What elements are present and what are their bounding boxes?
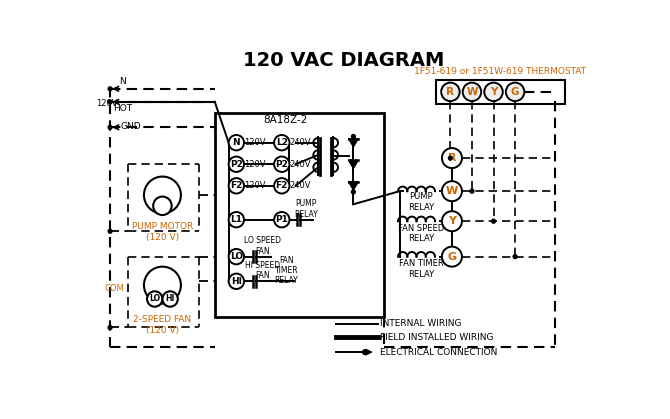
- Text: 120V: 120V: [244, 138, 265, 147]
- Text: 8A18Z-2: 8A18Z-2: [264, 114, 308, 124]
- Text: 2-SPEED FAN
(120 V): 2-SPEED FAN (120 V): [133, 316, 192, 335]
- Text: FIELD INSTALLED WIRING: FIELD INSTALLED WIRING: [381, 333, 494, 342]
- Circle shape: [506, 83, 525, 101]
- Circle shape: [352, 134, 355, 138]
- Circle shape: [441, 83, 460, 101]
- Circle shape: [274, 178, 289, 194]
- Text: G: G: [511, 87, 519, 97]
- Circle shape: [463, 83, 481, 101]
- Circle shape: [442, 148, 462, 168]
- Circle shape: [274, 157, 289, 172]
- Text: PUMP MOTOR
(120 V): PUMP MOTOR (120 V): [132, 222, 193, 242]
- Circle shape: [228, 178, 244, 194]
- Text: HOT: HOT: [113, 104, 132, 113]
- Text: LO SPEED
FAN: LO SPEED FAN: [244, 236, 281, 256]
- Polygon shape: [349, 160, 358, 168]
- Text: LO: LO: [149, 295, 160, 303]
- Text: P1: P1: [275, 215, 288, 224]
- Text: F2: F2: [275, 181, 288, 190]
- Circle shape: [228, 249, 244, 264]
- Polygon shape: [349, 139, 358, 147]
- Circle shape: [108, 229, 112, 233]
- Text: W: W: [466, 87, 478, 97]
- Text: 120V: 120V: [244, 160, 265, 169]
- Text: 120V: 120V: [244, 181, 265, 190]
- Text: LO: LO: [230, 252, 243, 261]
- Text: ELECTRICAL CONNECTION: ELECTRICAL CONNECTION: [381, 348, 498, 357]
- Text: 240V: 240V: [289, 181, 311, 190]
- Circle shape: [492, 219, 495, 223]
- Text: 240V: 240V: [289, 160, 311, 169]
- Text: HI SPEED
FAN: HI SPEED FAN: [245, 261, 280, 280]
- Bar: [436, 80, 565, 104]
- Text: W: W: [446, 186, 458, 196]
- Circle shape: [442, 181, 462, 201]
- Text: R: R: [448, 153, 456, 163]
- Circle shape: [228, 157, 244, 172]
- Circle shape: [352, 190, 355, 194]
- Text: HI: HI: [165, 295, 175, 303]
- Circle shape: [274, 212, 289, 228]
- Circle shape: [228, 135, 244, 150]
- Circle shape: [228, 274, 244, 289]
- Circle shape: [470, 189, 474, 193]
- Text: 120 VAC DIAGRAM: 120 VAC DIAGRAM: [243, 51, 444, 70]
- Circle shape: [153, 197, 172, 215]
- Circle shape: [484, 83, 502, 101]
- Text: PUMP
RELAY: PUMP RELAY: [408, 192, 434, 212]
- Text: N: N: [119, 78, 126, 86]
- Circle shape: [448, 156, 452, 160]
- Text: GND: GND: [121, 122, 141, 131]
- Circle shape: [228, 212, 244, 228]
- Circle shape: [162, 291, 178, 307]
- Text: Y: Y: [490, 87, 497, 97]
- Text: L1: L1: [230, 215, 243, 224]
- Polygon shape: [349, 182, 358, 190]
- Text: 240V: 240V: [289, 138, 311, 147]
- Text: R: R: [446, 87, 454, 97]
- Text: FAN
TIMER
RELAY: FAN TIMER RELAY: [275, 256, 298, 285]
- Text: 120V: 120V: [96, 99, 118, 108]
- Circle shape: [362, 350, 367, 354]
- Text: COM: COM: [104, 285, 124, 293]
- Circle shape: [442, 211, 462, 231]
- Text: G: G: [448, 252, 456, 261]
- Text: P2: P2: [230, 160, 243, 169]
- Text: INTERNAL WIRING: INTERNAL WIRING: [381, 319, 462, 328]
- Circle shape: [442, 247, 462, 266]
- Text: PUMP
RELAY: PUMP RELAY: [295, 199, 318, 219]
- Text: Y: Y: [448, 216, 456, 226]
- Circle shape: [144, 266, 181, 304]
- Text: L2: L2: [276, 138, 288, 147]
- Text: 1F51-619 or 1F51W-619 THERMOSTAT: 1F51-619 or 1F51W-619 THERMOSTAT: [415, 67, 586, 76]
- Circle shape: [274, 135, 289, 150]
- Circle shape: [108, 87, 112, 91]
- Circle shape: [108, 326, 112, 329]
- Text: HI: HI: [231, 277, 242, 286]
- Circle shape: [108, 100, 112, 104]
- Circle shape: [108, 125, 112, 129]
- Text: FAN TIMER
RELAY: FAN TIMER RELAY: [399, 259, 444, 279]
- Circle shape: [147, 291, 162, 307]
- Text: F2: F2: [230, 181, 243, 190]
- Text: N: N: [232, 138, 240, 147]
- Circle shape: [513, 255, 517, 259]
- Bar: [215, 114, 384, 318]
- Circle shape: [144, 176, 181, 214]
- Text: FAN SPEED
RELAY: FAN SPEED RELAY: [398, 224, 444, 243]
- Text: P2: P2: [275, 160, 288, 169]
